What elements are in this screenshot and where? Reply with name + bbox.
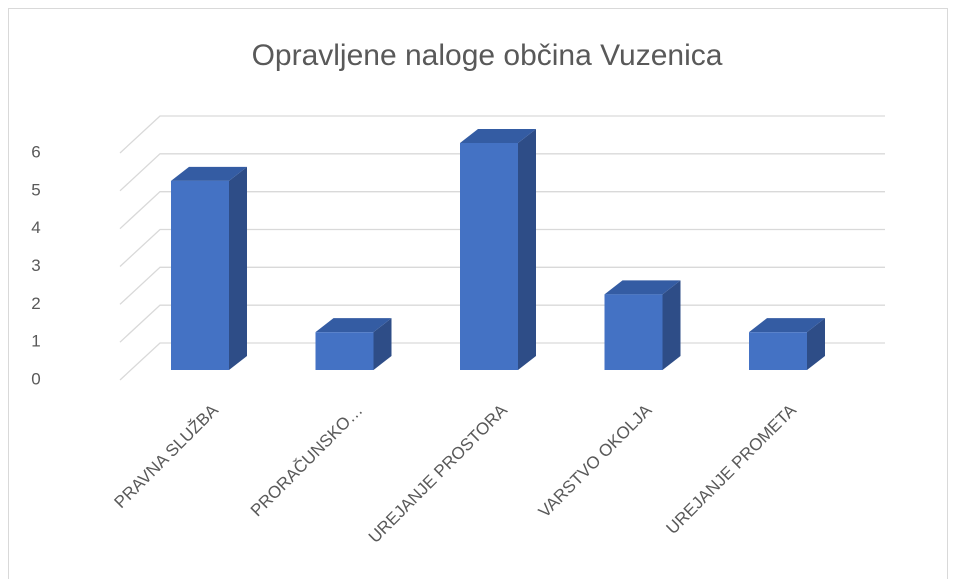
bar [315, 332, 374, 370]
y-tick-label: 2 [31, 294, 40, 313]
y-tick-label: 3 [31, 256, 40, 275]
bar-side [662, 280, 681, 370]
bar-side [229, 166, 247, 370]
y-tick-label: 1 [31, 332, 40, 351]
bar-side [518, 129, 536, 370]
y-tick-label: 6 [31, 142, 40, 161]
bar-side [373, 318, 392, 370]
bar [460, 143, 518, 370]
y-tick-label: 4 [31, 218, 40, 237]
grid-line [119, 153, 885, 192]
y-tick-label: 5 [31, 180, 40, 199]
chart-title: Opravljene naloge občina Vuzenica [252, 39, 723, 72]
grid-line [119, 191, 885, 230]
bar [749, 332, 807, 370]
bar [604, 294, 663, 370]
y-tick-label: 0 [31, 369, 40, 388]
bar-top [460, 129, 536, 143]
grid-line [119, 266, 885, 305]
bar-top [171, 166, 247, 181]
bar-top [749, 318, 825, 333]
grid-line [119, 115, 885, 154]
grid-line [119, 228, 885, 267]
bar-side [807, 318, 825, 370]
bar [171, 180, 229, 370]
bar-top [604, 280, 681, 295]
bar-top [315, 318, 392, 333]
